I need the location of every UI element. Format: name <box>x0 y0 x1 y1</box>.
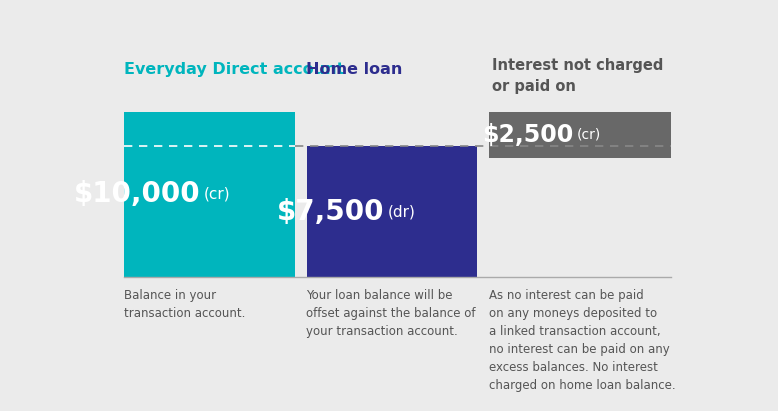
Text: Your loan balance will be
offset against the balance of
your transaction account: Your loan balance will be offset against… <box>307 289 476 338</box>
Text: $2,500: $2,500 <box>482 123 573 147</box>
Bar <box>307 146 477 277</box>
Bar <box>489 112 671 158</box>
Text: As no interest can be paid
on any moneys deposited to
a linked transaction accou: As no interest can be paid on any moneys… <box>489 289 675 392</box>
Text: (dr): (dr) <box>388 204 415 219</box>
Text: Home loan: Home loan <box>307 62 403 76</box>
Text: (cr): (cr) <box>203 187 230 202</box>
Text: Balance in your
transaction account.: Balance in your transaction account. <box>124 289 246 320</box>
Bar <box>124 112 295 277</box>
Text: (cr): (cr) <box>576 128 601 142</box>
Text: $7,500: $7,500 <box>276 198 384 226</box>
Text: Everyday Direct account: Everyday Direct account <box>124 62 345 76</box>
Text: Interest not charged
or paid on: Interest not charged or paid on <box>492 58 664 94</box>
Text: $10,000: $10,000 <box>74 180 200 208</box>
